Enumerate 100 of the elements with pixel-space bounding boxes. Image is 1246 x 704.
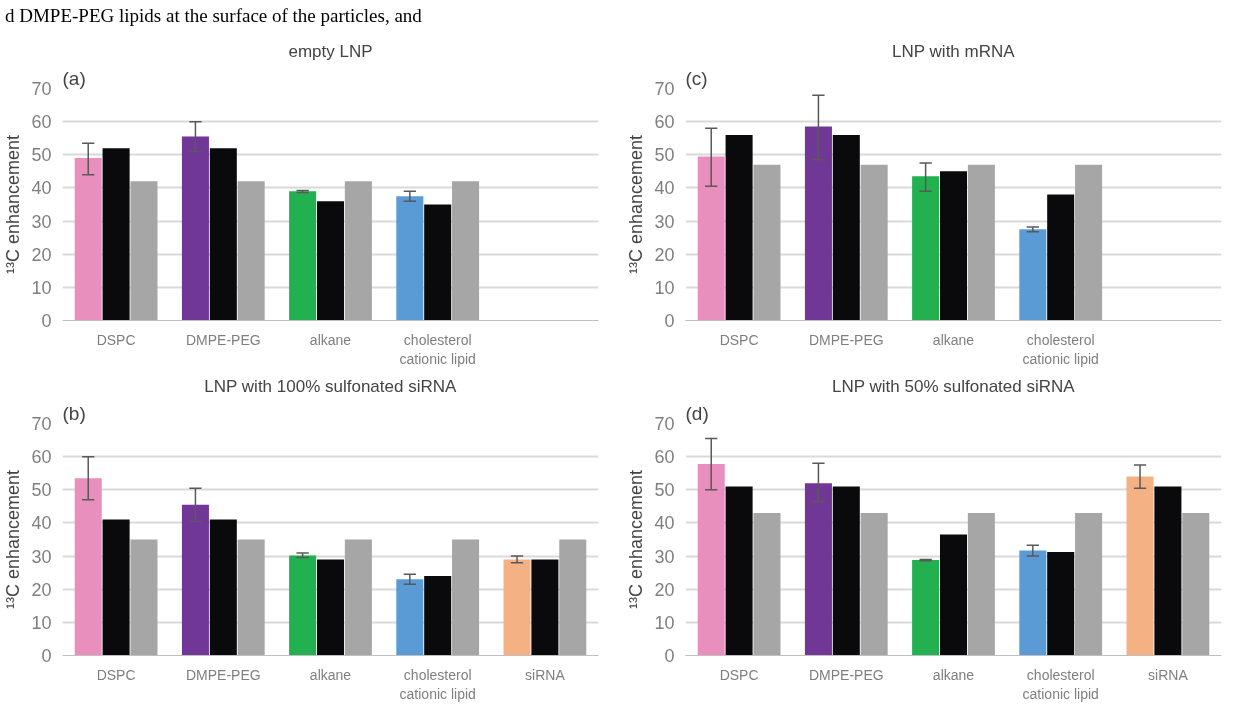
x-tick-label: DMPE-PEG: [808, 666, 884, 683]
y-tick-label: 60: [654, 112, 675, 133]
y-tick-label: 40: [654, 178, 675, 199]
bar: [344, 181, 372, 321]
bar: [181, 136, 209, 321]
bar: [753, 512, 781, 656]
y-tick-label: 30: [654, 546, 675, 567]
y-tick-label: 10: [654, 277, 675, 298]
y-tick-label: 10: [31, 277, 52, 298]
x-tick-label: cholesterol cationic lipid: [1022, 666, 1099, 702]
bar: [860, 164, 888, 321]
bar: [967, 512, 995, 656]
bar: [860, 512, 888, 656]
y-tick-label: 30: [31, 546, 52, 567]
bar: [74, 158, 102, 321]
x-tick-label: DSPC: [96, 666, 136, 683]
bar: [697, 156, 725, 321]
bar: [939, 534, 968, 656]
y-tick-label: 70: [654, 79, 675, 99]
bar: [503, 559, 531, 656]
bar: [102, 148, 130, 321]
x-tick-label: cholesterol cationic lipid: [399, 331, 476, 367]
y-tick-label: 70: [654, 414, 675, 434]
y-tick-label: 70: [31, 414, 52, 434]
y-tick-label: 20: [654, 244, 675, 265]
bar: [452, 181, 480, 321]
bar: [725, 134, 753, 321]
annotation: (d): [685, 402, 709, 424]
x-tick-label: alkane: [932, 331, 975, 348]
bar: [396, 579, 424, 656]
y-tick-label: 60: [654, 447, 675, 468]
y-tick-label: 40: [31, 513, 52, 534]
bar: [912, 176, 940, 321]
bar: [74, 478, 102, 656]
y-tick-label: 50: [31, 480, 52, 501]
y-tick-label: 60: [31, 112, 52, 133]
bar: [1075, 512, 1103, 656]
x-tick-label: cholesterol cationic lipid: [399, 666, 476, 702]
bar: [102, 519, 130, 656]
y-tick-label: 0: [41, 646, 52, 666]
y-axis-title: ¹³C enhancement: [3, 134, 24, 275]
bar: [181, 504, 209, 656]
bar: [832, 486, 860, 656]
bar: [424, 575, 452, 656]
y-tick-label: 0: [41, 311, 52, 331]
bar: [316, 201, 345, 321]
y-tick-label: 10: [654, 612, 675, 633]
bar: [130, 539, 158, 656]
bar: [559, 539, 587, 656]
bar: [452, 539, 480, 656]
bar: [753, 164, 781, 321]
x-tick-label: cholesterol cationic lipid: [1022, 331, 1099, 367]
bar: [912, 560, 940, 656]
x-tick-label: siRNA: [1148, 666, 1189, 683]
x-tick-label: alkane: [932, 666, 975, 683]
annotation: (c): [685, 67, 708, 89]
bar: [1047, 552, 1075, 656]
y-tick-label: 0: [664, 646, 675, 666]
bar: [1075, 164, 1103, 321]
bar: [804, 483, 832, 656]
chart-title: LNP with mRNA: [892, 41, 1016, 61]
y-tick-label: 40: [31, 178, 52, 199]
bar: [396, 196, 424, 321]
y-tick-label: 50: [654, 145, 675, 166]
x-tick-label: DSPC: [719, 331, 759, 348]
x-tick-label: alkane: [309, 666, 352, 683]
bar: [209, 519, 237, 656]
y-axis-title: ¹³C enhancement: [3, 469, 24, 610]
annotation: (b): [62, 402, 86, 424]
text: d DMPE-PEG lipids at the surface of the particles, and: [5, 5, 422, 27]
bar: [725, 486, 753, 656]
y-tick-label: 60: [31, 447, 52, 468]
y-tick-label: 0: [664, 311, 675, 331]
bar: [130, 181, 158, 321]
x-tick-label: DMPE-PEG: [185, 666, 261, 683]
y-tick-label: 20: [31, 244, 52, 265]
bar: [804, 126, 832, 321]
bar: [237, 181, 265, 321]
x-tick-label: DSPC: [96, 331, 136, 348]
bar: [1019, 229, 1047, 321]
chart-title: empty LNP: [288, 41, 373, 61]
bar: [1047, 194, 1075, 321]
annotation: (a): [62, 67, 86, 89]
y-tick-label: 20: [654, 579, 675, 600]
bar: [209, 148, 237, 321]
y-tick-label: 10: [31, 612, 52, 633]
bar: [832, 134, 860, 321]
y-tick-label: 70: [31, 79, 52, 99]
y-axis-title: ¹³C enhancement: [626, 469, 647, 610]
bar: [967, 164, 995, 321]
x-tick-label: alkane: [309, 331, 352, 348]
bar: [939, 171, 968, 321]
bar: [697, 463, 725, 656]
x-tick-label: DMPE-PEG: [808, 331, 884, 348]
bar: [289, 555, 317, 656]
y-tick-label: 20: [31, 579, 52, 600]
y-tick-label: 50: [654, 480, 675, 501]
x-tick-label: DSPC: [719, 666, 759, 683]
bar: [316, 559, 345, 656]
y-axis-title: ¹³C enhancement: [626, 134, 647, 275]
